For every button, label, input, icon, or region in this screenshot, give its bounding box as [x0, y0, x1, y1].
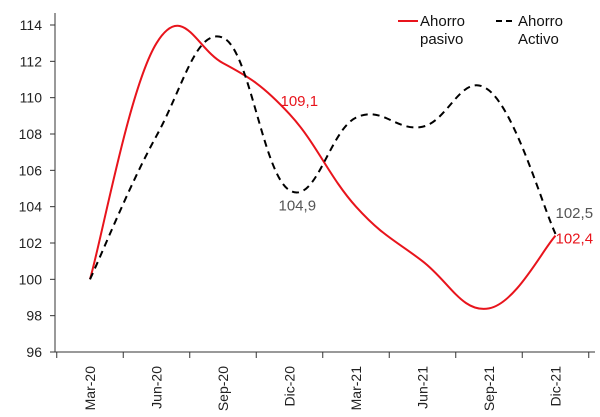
- legend-label: Activo: [518, 31, 559, 48]
- series-line-ahorro-pasivo: [89, 24, 557, 310]
- y-tick-label: 100: [19, 271, 43, 287]
- legend-label: Ahorro: [518, 13, 563, 30]
- x-tick-label: Sep-20: [215, 366, 231, 411]
- data-label: 102,4: [556, 231, 594, 248]
- y-tick-label: 96: [26, 344, 42, 360]
- data-label: 102,5: [556, 205, 594, 222]
- legend-label: Ahorro: [420, 13, 465, 30]
- series-line-ahorro-activo: [89, 35, 557, 280]
- x-tick-label: Dic-20: [282, 366, 298, 407]
- y-tick-label: 114: [20, 17, 43, 33]
- axes: 96 98 100 102 104 106 108 110 112 114 Mar-20 Jun-20…: [19, 13, 595, 411]
- x-tick-label: Dic-21: [548, 366, 564, 407]
- data-label: 109,1: [281, 93, 319, 110]
- y-tick-label: 102: [19, 235, 43, 251]
- y-tick-label: 106: [19, 162, 43, 178]
- data-labels: 109,1 104,9 102,5 102,4: [279, 93, 594, 248]
- x-tick-label: Mar-20: [82, 366, 98, 411]
- series-layer: [89, 24, 557, 310]
- y-tick-label: 98: [26, 308, 42, 324]
- y-tick-label: 112: [20, 53, 43, 69]
- x-tick-label: Jun-21: [415, 366, 431, 409]
- x-tick-label: Mar-21: [348, 366, 364, 411]
- y-tick-label: 108: [19, 126, 43, 142]
- x-tick-label: Jun-20: [149, 366, 165, 409]
- legend-label: pasivo: [420, 31, 463, 48]
- y-tick-label: 110: [20, 90, 43, 106]
- x-tick-label: Sep-21: [481, 366, 497, 411]
- data-label: 104,9: [279, 197, 317, 214]
- y-tick-label: 104: [19, 199, 43, 215]
